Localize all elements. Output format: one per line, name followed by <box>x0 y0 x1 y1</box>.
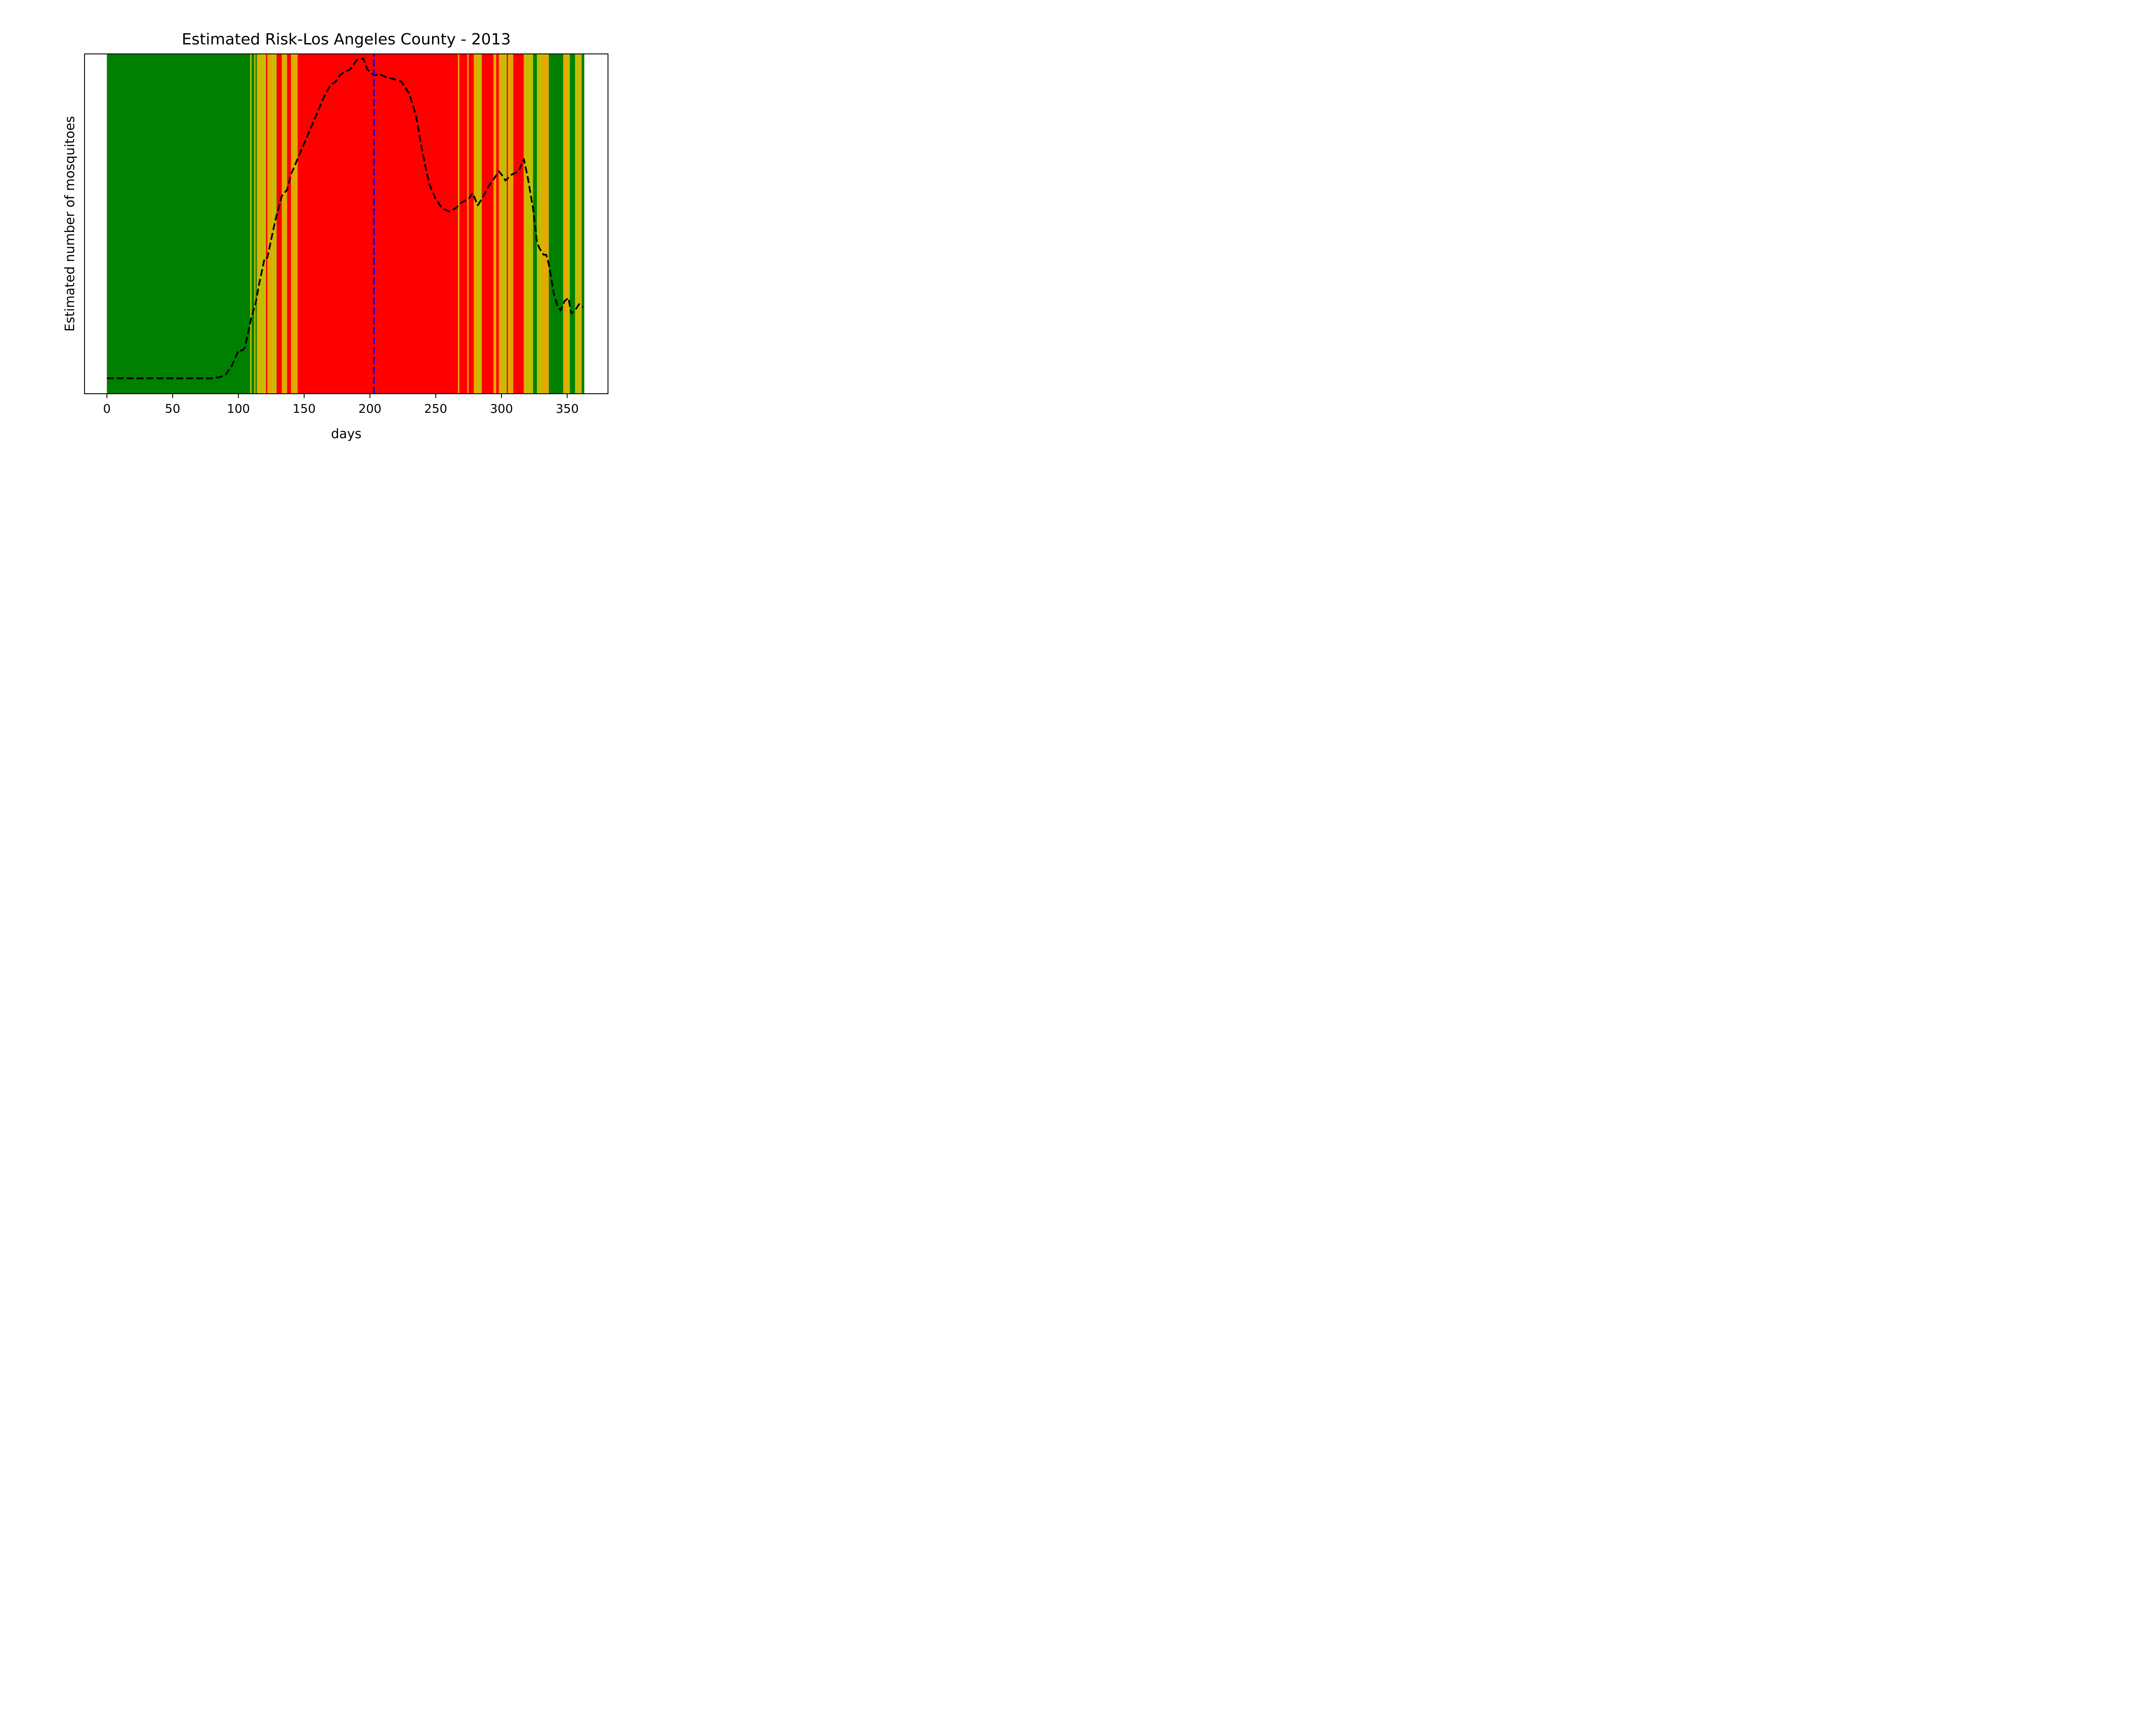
risk-band-orange <box>473 54 478 394</box>
risk-band-red <box>468 54 474 394</box>
risk-band-yellow <box>525 54 533 394</box>
x-tick-label: 350 <box>556 401 579 416</box>
x-tick-label: 300 <box>490 401 513 416</box>
risk-band-orange <box>467 54 469 394</box>
x-tick-label: 0 <box>103 401 111 416</box>
mosquito-estimate-line <box>107 57 584 380</box>
risk-band-red <box>459 54 467 394</box>
risk-band-green <box>581 54 585 394</box>
risk-band-yellow <box>575 54 580 394</box>
x-tick-label: 200 <box>358 401 381 416</box>
risk-band-orange <box>493 54 496 394</box>
risk-band-orange <box>563 54 567 394</box>
risk-band-green <box>255 54 257 394</box>
x-axis-label: days <box>331 427 362 442</box>
x-tick-label: 50 <box>165 401 181 416</box>
risk-band-orange <box>542 54 549 394</box>
risk-band-orange <box>458 54 460 394</box>
risk-band-orange <box>291 54 298 394</box>
risk-band-red <box>298 54 458 394</box>
risk-band-green <box>548 54 564 394</box>
risk-band-red <box>287 54 291 394</box>
risk-band-green <box>570 54 575 394</box>
risk-band-red <box>513 54 524 394</box>
risk-band-orange <box>282 54 287 394</box>
risk-band-yellow <box>537 54 542 394</box>
risk-band-orange <box>257 54 260 394</box>
risk-band-red <box>482 54 494 394</box>
x-tick-label: 100 <box>227 401 250 416</box>
risk-band-green <box>533 54 537 394</box>
risk-band-orange <box>264 54 266 394</box>
risk-bands <box>107 54 585 394</box>
chart-title: Estimated Risk-Los Angeles County - 2013 <box>182 31 511 48</box>
series-layer <box>107 54 584 394</box>
risk-band-red <box>496 54 499 394</box>
x-axis-ticks: 0 50 100 150 200 250 300 350 <box>103 394 579 416</box>
risk-band-orange <box>267 54 273 394</box>
risk-band-yellow <box>501 54 507 394</box>
risk-band-yellow <box>567 54 570 394</box>
x-tick-label: 250 <box>424 401 447 416</box>
x-tick-label: 150 <box>293 401 316 416</box>
risk-band-yellow <box>259 54 265 394</box>
risk-band-orange <box>580 54 582 394</box>
risk-chart: Estimated Risk-Los Angeles County - 2013… <box>63 31 608 442</box>
risk-band-red <box>507 54 508 394</box>
risk-band-orange <box>498 54 501 394</box>
risk-band-red <box>276 54 282 394</box>
y-axis-label: Estimated number of mosquitoes <box>63 116 78 332</box>
risk-band-yellow <box>250 54 252 394</box>
risk-band-green <box>107 54 251 394</box>
plot-frame <box>84 53 608 394</box>
risk-band-orange <box>523 54 525 394</box>
risk-band-green <box>251 54 254 394</box>
risk-band-yellow <box>254 54 256 394</box>
risk-band-red <box>266 54 267 394</box>
risk-band-orange <box>508 54 514 394</box>
risk-band-yellow <box>478 54 482 394</box>
